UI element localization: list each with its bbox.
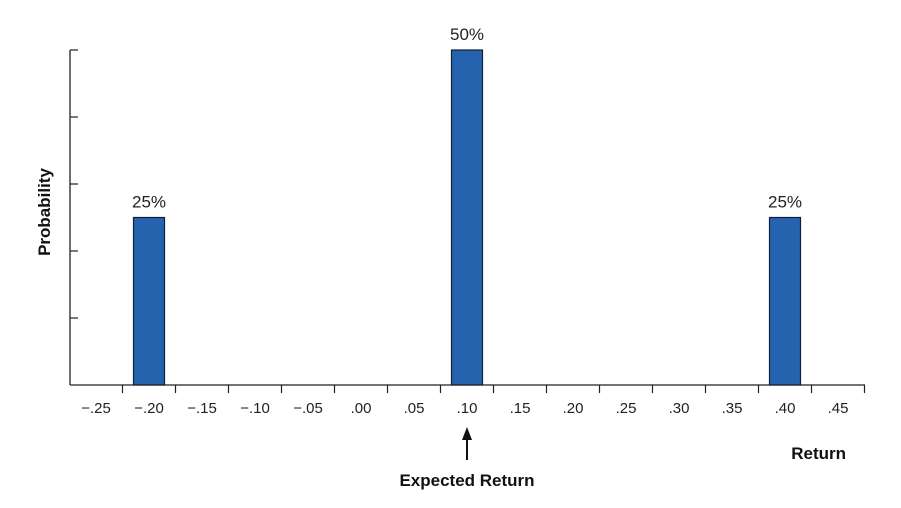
- arrow-head-icon: [462, 427, 472, 440]
- bar: [768, 216, 802, 386]
- x-tick-label: .20: [563, 400, 584, 417]
- x-tick-label: .15: [510, 400, 531, 417]
- data-labels: 25% 50% 25%: [132, 25, 802, 212]
- x-tick-label: .00: [351, 400, 372, 417]
- x-tick-label: .05: [404, 400, 425, 417]
- bar: [132, 216, 166, 386]
- bar-value-label: 50%: [450, 25, 484, 44]
- bar-value-label: 25%: [768, 193, 802, 212]
- x-tick-label: .25: [616, 400, 637, 417]
- x-tick-label: .35: [722, 400, 743, 417]
- x-tick-label: −.15: [187, 400, 217, 417]
- x-axis-title: Return: [791, 444, 846, 463]
- x-tick-label: .45: [828, 400, 849, 417]
- y-ticks: [70, 49, 78, 319]
- expected-return-annotation: Expected Return: [399, 427, 535, 490]
- bars-layer: [132, 49, 802, 386]
- x-tick-label: −.10: [240, 400, 270, 417]
- x-tick-label: −.05: [293, 400, 323, 417]
- x-tick-label: .10: [457, 400, 478, 417]
- bar-value-label: 25%: [132, 193, 166, 212]
- x-tick-label: .30: [669, 400, 690, 417]
- x-tick-label: .40: [775, 400, 796, 417]
- bar: [450, 49, 484, 386]
- expected-return-label: Expected Return: [399, 471, 534, 490]
- x-tick-label: −.25: [81, 400, 111, 417]
- x-ticks: −.25 −.20 −.15 −.10 −.05 .00 .05 .10 .15 .20 .25 .3…: [81, 385, 866, 417]
- y-axis-title: Probability: [35, 168, 54, 256]
- x-tick-label: −.20: [134, 400, 164, 417]
